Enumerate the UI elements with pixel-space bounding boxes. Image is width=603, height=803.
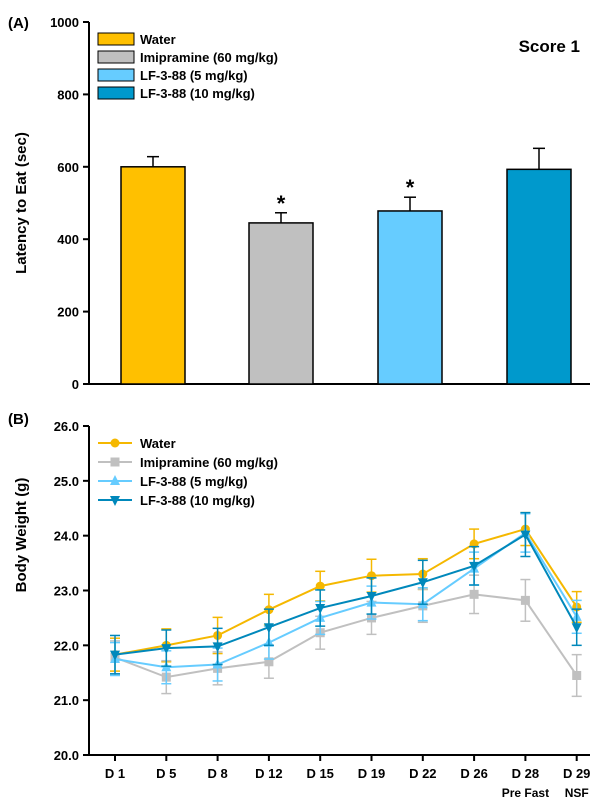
bar	[378, 211, 442, 384]
panel-b-y-tick-label: 24.0	[54, 529, 79, 544]
panel-b-y-tick-label: 21.0	[54, 693, 79, 708]
legend-swatch	[98, 51, 134, 63]
panel-b-label: (B)	[8, 411, 29, 428]
significance-asterisk: *	[277, 191, 286, 216]
bar	[507, 169, 571, 384]
score-annotation: Score 1	[519, 37, 580, 56]
data-point	[572, 671, 581, 680]
panel-b-x-tick-label: D 12	[255, 766, 282, 781]
legend-label: Imipramine (60 mg/kg)	[140, 455, 278, 470]
bar	[249, 223, 313, 384]
panel-a-bars: **	[121, 148, 571, 384]
significance-asterisk: *	[406, 175, 415, 200]
panel-a-y-tick-label: 800	[57, 87, 79, 102]
bar	[121, 167, 185, 384]
panel-b-body-weight-line-chart: (B) Body Weight (g) 20.0 21.0 22.0 23.0 24.0…	[8, 411, 590, 800]
legend-label: Water	[140, 32, 176, 47]
panel-b-x-tick-label: D 15	[306, 766, 333, 781]
panel-b-y-tick-label: 20.0	[54, 748, 79, 763]
panel-b-x-tick-label: D 19	[358, 766, 385, 781]
legend-marker	[111, 439, 120, 448]
series-line	[115, 529, 577, 655]
legend-swatch	[98, 69, 134, 81]
panel-b-series	[110, 513, 582, 697]
legend-label: LF-3-88 (5 mg/kg)	[140, 474, 248, 489]
legend-label: LF-3-88 (10 mg/kg)	[140, 86, 255, 101]
panel-a-label: (A)	[8, 15, 29, 32]
panel-b-x-tick-sublabel: Pre Fast	[502, 786, 549, 800]
panel-b-x-tick-sublabel: NSF	[565, 786, 589, 800]
legend-label: Imipramine (60 mg/kg)	[140, 50, 278, 65]
legend-swatch	[98, 33, 134, 45]
series-line	[115, 535, 577, 655]
panel-a-y-tick-label: 1000	[50, 15, 79, 30]
legend-swatch	[98, 87, 134, 99]
panel-b-y-tick-label: 22.0	[54, 638, 79, 653]
panel-b-x-tick-label: D 5	[156, 766, 176, 781]
series-group	[110, 575, 582, 696]
panel-b-x-tick-label: D 28	[512, 766, 539, 781]
panel-b-x-tick-label: D 29	[563, 766, 590, 781]
panel-a-latency-bar-chart: (A) Score 1 Latency to Eat (sec) 0 200 400…	[8, 15, 590, 392]
panel-b-y-axis-title: Body Weight (g)	[13, 478, 30, 593]
panel-b-legend: Water Imipramine (60 mg/kg) LF-3-88 (5 mg/…	[98, 436, 278, 508]
data-point	[572, 623, 582, 633]
panel-a-legend: Water Imipramine (60 mg/kg) LF-3-88 (5 mg/…	[98, 32, 278, 101]
series-group	[110, 513, 582, 674]
data-point	[470, 590, 479, 599]
legend-label: Water	[140, 436, 176, 451]
panel-b-x-tick-label: D 1	[105, 766, 125, 781]
panel-b-x-tick-label: D 8	[207, 766, 227, 781]
panel-a-y-tick-label: 600	[57, 160, 79, 175]
panel-b-x-tick-label: D 26	[460, 766, 487, 781]
panel-a-y-tick-label: 0	[72, 377, 79, 392]
legend-label: LF-3-88 (10 mg/kg)	[140, 493, 255, 508]
panel-a-y-tick-label: 400	[57, 232, 79, 247]
panel-b-y-tick-label: 23.0	[54, 584, 79, 599]
panel-b-y-tick-label: 25.0	[54, 474, 79, 489]
panel-a-y-tick-label: 200	[57, 305, 79, 320]
series-line	[115, 594, 577, 677]
panel-a-y-axis-title: Latency to Eat (sec)	[13, 132, 30, 274]
panel-b-y-tick-label: 26.0	[54, 419, 79, 434]
legend-label: LF-3-88 (5 mg/kg)	[140, 68, 248, 83]
panel-b-x-tick-label: D 22	[409, 766, 436, 781]
data-point	[521, 596, 530, 605]
legend-marker	[111, 458, 120, 467]
